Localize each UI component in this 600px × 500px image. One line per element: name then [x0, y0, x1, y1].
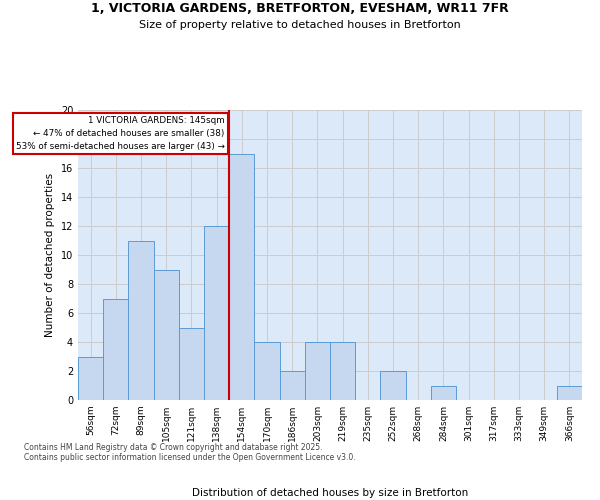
Y-axis label: Number of detached properties: Number of detached properties — [45, 173, 55, 337]
Text: 1, VICTORIA GARDENS, BRETFORTON, EVESHAM, WR11 7FR: 1, VICTORIA GARDENS, BRETFORTON, EVESHAM… — [91, 2, 509, 16]
Text: Distribution of detached houses by size in Bretforton: Distribution of detached houses by size … — [192, 488, 468, 498]
Bar — [229, 154, 254, 400]
Bar — [128, 240, 154, 400]
Text: Size of property relative to detached houses in Bretforton: Size of property relative to detached ho… — [139, 20, 461, 30]
Bar — [280, 371, 305, 400]
Bar — [557, 386, 582, 400]
Bar — [305, 342, 330, 400]
Bar — [431, 386, 456, 400]
Bar — [380, 371, 406, 400]
Bar — [154, 270, 179, 400]
Bar — [330, 342, 355, 400]
Text: Contains HM Land Registry data © Crown copyright and database right 2025.
Contai: Contains HM Land Registry data © Crown c… — [24, 443, 356, 462]
Bar — [103, 298, 128, 400]
Bar — [254, 342, 280, 400]
Bar — [179, 328, 204, 400]
Bar — [204, 226, 229, 400]
Bar — [78, 356, 103, 400]
Text: 1 VICTORIA GARDENS: 145sqm
← 47% of detached houses are smaller (38)
53% of semi: 1 VICTORIA GARDENS: 145sqm ← 47% of deta… — [16, 116, 224, 151]
